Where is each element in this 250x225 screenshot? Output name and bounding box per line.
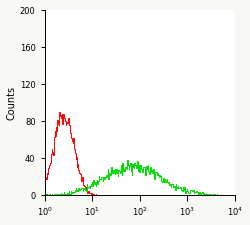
Y-axis label: Counts: Counts bbox=[7, 86, 17, 120]
